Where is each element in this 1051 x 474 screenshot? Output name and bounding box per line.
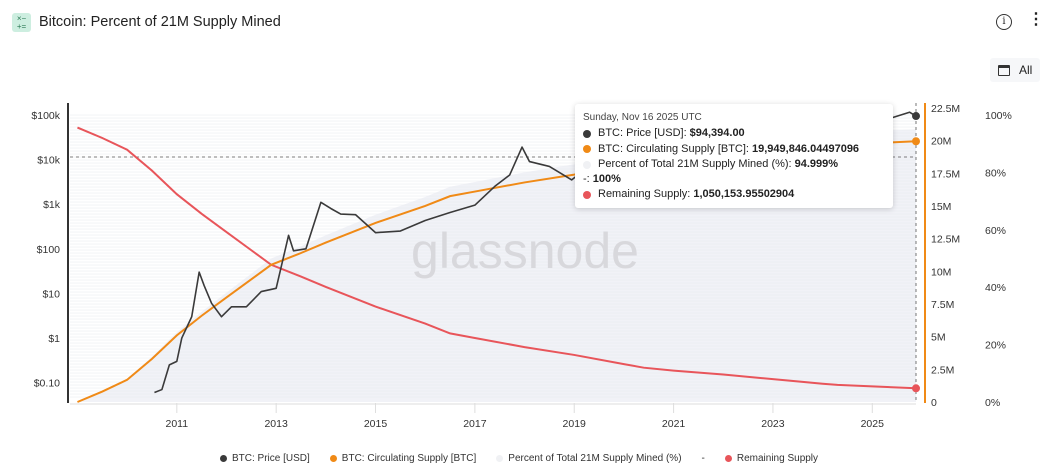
x-tick-label: 2021	[662, 418, 686, 430]
series-dot	[583, 145, 591, 154]
tooltip: Sunday, Nov 16 2025 UTC BTC: Price [USD]…	[575, 104, 893, 208]
legend-item[interactable]: -	[702, 453, 705, 464]
legend-item[interactable]: Remaining Supply	[724, 453, 819, 464]
y-left-tick-label: $1	[48, 333, 60, 345]
legend-item[interactable]: BTC: Price [USD]	[220, 453, 310, 464]
tooltip-date: Sunday, Nov 16 2025 UTC	[583, 112, 702, 123]
y-percent-tick-label: 20%	[985, 340, 1006, 352]
tooltip-row: -: 100%	[583, 172, 885, 187]
y-left-tick-label: $10k	[37, 155, 61, 167]
y-supply-tick-label: 5M	[931, 332, 946, 344]
legend-label: -	[701, 453, 705, 464]
y-left-tick-label: $10	[42, 288, 60, 300]
more-options-icon[interactable]: ⋮	[1028, 11, 1044, 28]
y-percent-tick-label: 0%	[985, 397, 1000, 409]
tooltip-row: BTC: Circulating Supply [BTC]: 19,949,846…	[583, 142, 885, 157]
watermark: glassnode	[411, 223, 639, 279]
y-percent-tick-label: 100%	[985, 110, 1012, 122]
y-supply-tick-label: 2.5M	[931, 364, 954, 376]
tooltip-row: Percent of Total 21M Supply Mined (%): 94…	[583, 157, 885, 172]
tooltip-value: 1,050,153.95502904	[693, 188, 795, 201]
y-supply-tick-label: 17.5M	[931, 168, 960, 180]
x-tick-label: 2019	[563, 418, 587, 430]
legend-label: BTC: Price [USD]	[232, 453, 310, 464]
legend: BTC: Price [USD] BTC: Circulating Supply …	[220, 453, 818, 464]
x-tick-label: 2017	[463, 418, 487, 430]
y-supply-tick-label: 10M	[931, 266, 951, 278]
y-supply-tick-label: 20M	[931, 136, 951, 148]
date-range-button[interactable]: All	[990, 58, 1040, 82]
legend-item[interactable]: Percent of Total 21M Supply Mined (%)	[496, 453, 682, 464]
calendar-icon	[998, 64, 1010, 76]
tooltip-label: Remaining Supply:	[598, 188, 691, 201]
legend-dot	[220, 455, 227, 462]
y-percent-tick-label: 60%	[985, 225, 1006, 237]
y-supply-tick-label: 15M	[931, 201, 951, 213]
y-supply-tick-label: 12.5M	[931, 234, 960, 246]
legend-label: BTC: Circulating Supply [BTC]	[341, 453, 477, 464]
x-tick-label: 2015	[364, 418, 388, 430]
tooltip-label: -:	[583, 173, 590, 186]
y-percent-tick-label: 40%	[985, 282, 1006, 294]
page-title: Bitcoin: Percent of 21M Supply Mined	[39, 14, 281, 30]
legend-item[interactable]: BTC: Circulating Supply [BTC]	[329, 453, 477, 464]
calculator-icon: ×− +=	[12, 13, 31, 32]
x-tick-label: 2023	[761, 418, 785, 430]
y-supply-tick-label: 7.5M	[931, 299, 954, 311]
x-tick-label: 2013	[264, 418, 288, 430]
series-dot	[583, 160, 591, 169]
legend-label: Percent of Total 21M Supply Mined (%)	[508, 453, 682, 464]
tooltip-label: BTC: Price [USD]:	[598, 127, 687, 140]
legend-dot	[496, 455, 504, 462]
tooltip-value: 19,949,846.04497096	[752, 142, 860, 155]
tooltip-value: 94.999%	[794, 157, 839, 170]
legend-dot	[724, 455, 732, 462]
x-tick-label: 2011	[166, 418, 189, 430]
series-dot	[583, 191, 591, 200]
y-supply-tick-label: 0	[931, 397, 937, 409]
y-percent-tick-label: 80%	[985, 167, 1006, 179]
y-left-tick-label: $100	[37, 244, 61, 256]
tooltip-row: BTC: Price [USD]: $94,394.00	[583, 126, 885, 141]
tooltip-label: Percent of Total 21M Supply Mined (%):	[598, 157, 792, 170]
y-left-tick-label: $0.10	[34, 378, 60, 390]
series-dot	[583, 129, 591, 138]
y-supply-tick-label: 22.5M	[931, 103, 960, 115]
x-tick-label: 2025	[861, 418, 885, 430]
tooltip-value: $94,394.00	[689, 127, 745, 140]
legend-dot	[329, 455, 337, 462]
tooltip-value: 100%	[592, 173, 621, 186]
legend-label: Remaining Supply	[736, 453, 819, 464]
info-icon[interactable]: i	[996, 14, 1012, 30]
remaining-marker	[912, 384, 920, 393]
tooltip-row: Remaining Supply: 1,050,153.95502904	[583, 187, 885, 202]
price-marker	[912, 112, 920, 121]
y-left-tick-label: $1k	[43, 199, 61, 211]
remaining-supply-line	[77, 126, 917, 390]
y-left-tick-label: $100k	[31, 110, 60, 122]
tooltip-label: BTC: Circulating Supply [BTC]:	[598, 142, 749, 155]
supply-marker	[912, 137, 920, 146]
date-range-label: All	[1019, 63, 1033, 77]
